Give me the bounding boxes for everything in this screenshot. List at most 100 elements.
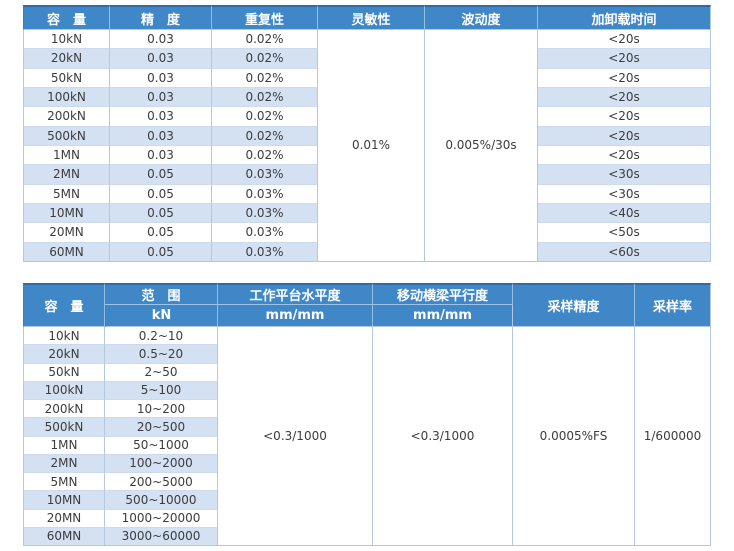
capacity-cell: 5MN [23, 184, 110, 204]
range-cell: 1000~20000 [105, 509, 218, 528]
table1-header-row: 容 量 精 度 重复性 灵敏性 波动度 加卸载时间 [23, 5, 711, 30]
capacity-cell: 100kN [23, 87, 110, 108]
table2-header-row-2: kN mm/mm mm/mm [23, 305, 711, 327]
header-range-unit: kN [105, 305, 218, 327]
capacity-cell: 200kN [23, 107, 110, 127]
range-cell: 10~200 [105, 400, 218, 419]
header-precision: 精 度 [110, 5, 212, 30]
table-row: 20MN 0.05 0.03% <50s [23, 223, 711, 243]
table-row: 100kN 5~100 [23, 381, 711, 400]
range-cell: 500~10000 [105, 491, 218, 510]
range-cell: 100~2000 [105, 454, 218, 473]
table2-header-row-1: 容 量 范 围 工作平台水平度 移动横梁平行度 采样精度 采样率 [23, 283, 711, 327]
capacity-cell: 20kN [23, 345, 105, 364]
table-row: 10MN 0.05 0.03% <40s [23, 203, 711, 224]
range-spec-table: 容 量 范 围 工作平台水平度 移动横梁平行度 采样精度 采样率 kN mm/m… [23, 283, 711, 546]
load-unload-time-cell: <30s [538, 165, 711, 185]
table-row: 60MN 0.05 0.03% <60s [23, 242, 711, 262]
repeatability-cell: 0.02% [212, 30, 318, 50]
table-row: 20kN 0.03 0.02% <20s [23, 49, 711, 69]
precision-cell: 0.05 [110, 203, 212, 224]
header-crossbeam-unit: mm/mm [373, 305, 513, 327]
precision-cell: 0.03 [110, 68, 212, 88]
sensitivity-merged-cell: 0.01% [318, 30, 425, 262]
table-row: 2MN 0.05 0.03% <30s [23, 165, 711, 185]
table-row: 1MN 50~1000 [23, 436, 711, 455]
capacity-cell: 10kN [23, 327, 105, 346]
table-row: 500kN 0.03 0.02% <20s [23, 126, 711, 146]
table-row: 5MN 200~5000 [23, 473, 711, 492]
table-row: 1MN 0.03 0.02% <20s [23, 145, 711, 166]
capacity-cell: 10MN [23, 203, 110, 224]
load-unload-time-cell: <60s [538, 242, 711, 262]
capacity-cell: 60MN [23, 242, 110, 262]
table-row: 10kN 0.2~10 <0.3/1000 <0.3/1000 0.0005%F… [23, 327, 711, 546]
header-load-unload-time: 加卸载时间 [538, 5, 711, 30]
header-sampling-rate: 采样率 [635, 283, 711, 327]
capacity-cell: 500kN [23, 126, 110, 146]
table-row: 2MN 100~2000 [23, 454, 711, 473]
capacity-cell: 2MN [23, 165, 110, 185]
repeatability-cell: 0.03% [212, 203, 318, 224]
header-capacity: 容 量 [23, 283, 105, 327]
range-cell: 5~100 [105, 381, 218, 400]
repeatability-cell: 0.02% [212, 49, 318, 69]
repeatability-cell: 0.03% [212, 184, 318, 204]
table-row: 50kN 0.03 0.02% <20s [23, 68, 711, 88]
precision-cell: 0.05 [110, 184, 212, 204]
header-capacity: 容 量 [23, 5, 110, 30]
capacity-cell: 50kN [23, 68, 110, 88]
precision-cell: 0.03 [110, 107, 212, 127]
header-platform-levelness: 工作平台水平度 [218, 283, 373, 305]
capacity-cell: 20kN [23, 49, 110, 69]
fluctuation-merged-cell: 0.005%/30s [425, 30, 538, 262]
table-row: 20kN 0.5~20 [23, 345, 711, 364]
table-row: 10MN 500~10000 [23, 491, 711, 510]
crossbeam-parallelism-merged-cell: <0.3/1000 [373, 327, 513, 546]
table-row: 20MN 1000~20000 [23, 509, 711, 528]
capacity-cell: 10MN [23, 491, 105, 510]
range-cell: 20~500 [105, 418, 218, 437]
capacity-cell: 1MN [23, 145, 110, 166]
precision-cell: 0.03 [110, 145, 212, 166]
load-unload-time-cell: <20s [538, 87, 711, 108]
precision-cell: 0.03 [110, 30, 212, 50]
capacity-cell: 50kN [23, 363, 105, 382]
table-row: 500kN 20~500 [23, 418, 711, 437]
load-unload-time-cell: <20s [538, 107, 711, 127]
precision-cell: 0.05 [110, 242, 212, 262]
header-range: 范 围 [105, 283, 218, 305]
load-unload-time-cell: <20s [538, 126, 711, 146]
load-unload-time-cell: <20s [538, 68, 711, 88]
capacity-cell: 60MN [23, 527, 105, 546]
range-cell: 3000~60000 [105, 527, 218, 546]
range-cell: 200~5000 [105, 473, 218, 492]
table-row: 5MN 0.05 0.03% <30s [23, 184, 711, 204]
table-row: 200kN 10~200 [23, 400, 711, 419]
capacity-cell: 2MN [23, 454, 105, 473]
repeatability-cell: 0.03% [212, 223, 318, 243]
repeatability-cell: 0.03% [212, 165, 318, 185]
range-cell: 0.2~10 [105, 327, 218, 346]
precision-cell: 0.03 [110, 49, 212, 69]
load-unload-time-cell: <20s [538, 145, 711, 166]
capacity-cell: 100kN [23, 381, 105, 400]
repeatability-cell: 0.03% [212, 242, 318, 262]
load-unload-time-cell: <50s [538, 223, 711, 243]
sampling-rate-merged-cell: 1/600000 [635, 327, 711, 546]
repeatability-cell: 0.02% [212, 107, 318, 127]
range-cell: 0.5~20 [105, 345, 218, 364]
precision-cell: 0.05 [110, 223, 212, 243]
capacity-cell: 200kN [23, 400, 105, 419]
capacity-cell: 5MN [23, 473, 105, 492]
platform-levelness-merged-cell: <0.3/1000 [218, 327, 373, 546]
table-row: 200kN 0.03 0.02% <20s [23, 107, 711, 127]
precision-cell: 0.03 [110, 126, 212, 146]
load-unload-time-cell: <40s [538, 203, 711, 224]
table-row: 50kN 2~50 [23, 363, 711, 382]
precision-cell: 0.03 [110, 87, 212, 108]
header-fluctuation: 波动度 [425, 5, 538, 30]
header-crossbeam-parallelism: 移动横梁平行度 [373, 283, 513, 305]
repeatability-cell: 0.02% [212, 145, 318, 166]
